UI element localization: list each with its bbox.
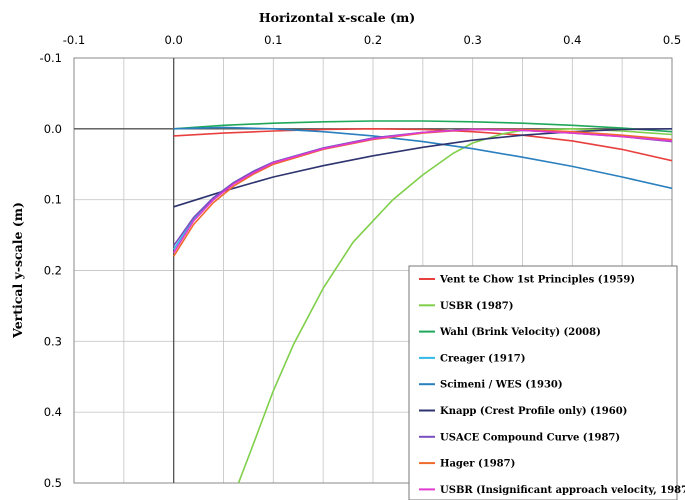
y-tick-label: 0.2 bbox=[44, 264, 62, 278]
x-tick-label: 0.5 bbox=[663, 33, 681, 47]
legend-entry: Hager (1987) bbox=[440, 459, 515, 470]
legend-entry: USBR (1987) bbox=[440, 301, 513, 312]
series-line bbox=[173, 120, 672, 133]
legend-entry: Knapp (Crest Profile only) (1960) bbox=[440, 406, 627, 417]
series-lines bbox=[173, 120, 672, 483]
x-axis-title: Horizontal x-scale (m) bbox=[259, 10, 415, 25]
series-line bbox=[173, 128, 672, 208]
y-tick-label: 0.4 bbox=[44, 405, 62, 419]
x-tick-label: 0.0 bbox=[165, 33, 183, 47]
legend-entry: USBR (Insignificant approach velocity, 1… bbox=[440, 485, 685, 496]
y-tick-label: 0.0 bbox=[44, 122, 62, 136]
series-line bbox=[173, 126, 672, 190]
legend-entry: Creager (1917) bbox=[440, 353, 525, 364]
series-line bbox=[173, 128, 672, 254]
legend: Vent te Chow 1st Principles (1959) USBR (… bbox=[408, 265, 685, 500]
series-line bbox=[237, 128, 672, 483]
x-tick-label: -0.1 bbox=[63, 33, 85, 47]
y-tick-label: -0.1 bbox=[40, 51, 62, 65]
legend-entry: Vent te Chow 1st Principles (1959) bbox=[439, 275, 635, 286]
y-axis-title: Vertical y-scale (m) bbox=[10, 202, 25, 339]
x-tick-label: 0.3 bbox=[464, 33, 482, 47]
legend-entry: Scimeni / WES (1930) bbox=[440, 380, 563, 391]
legend-entry: Wahl (Brink Velocity) (2008) bbox=[439, 327, 601, 338]
y-tick-label: 0.3 bbox=[44, 334, 62, 348]
series-line bbox=[173, 128, 672, 162]
x-tick-label: 0.4 bbox=[563, 33, 581, 47]
y-tick-label: 0.5 bbox=[44, 476, 62, 490]
y-tick-label: 0.1 bbox=[44, 193, 62, 207]
x-tick-label: 0.1 bbox=[264, 33, 282, 47]
legend-box bbox=[408, 265, 678, 500]
tick-labels: -0.1 0.0 0.1 0.2 0.3 0.4 0.5 -0.1 0.0 0.1 0.2 0.3 0.… bbox=[40, 33, 682, 490]
x-tick-label: 0.2 bbox=[364, 33, 382, 47]
legend-entry: USACE Compound Curve (1987) bbox=[440, 432, 620, 443]
